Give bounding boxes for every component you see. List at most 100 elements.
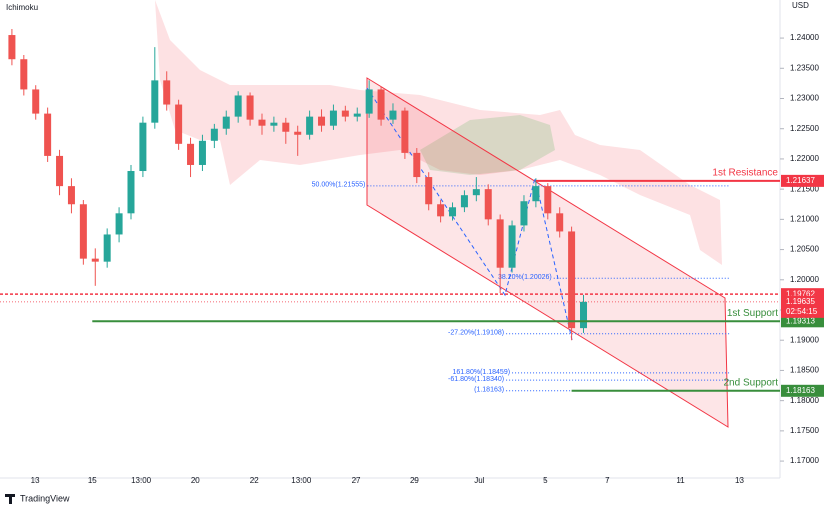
candle-body [556,213,564,232]
last-price-label: 1.19635 [786,297,815,306]
candle-body [365,89,373,114]
level-name: 1st Resistance [712,168,778,179]
candle-body [306,116,314,135]
prior-price-label: 1.19762 [786,289,815,298]
level-tag [781,315,824,328]
candle-body [449,207,457,217]
fib-label: 161.80%(1.18459) [452,369,510,376]
candle-body [472,189,480,196]
candle-body [437,204,445,217]
candle-body [413,152,421,178]
candle-body [246,95,254,120]
candle-body [8,35,16,60]
candle-body [568,231,576,329]
candle-body [67,186,75,205]
y-tick-label: 1.21500 [790,184,819,193]
candle-body [401,110,409,153]
candle-body [127,171,135,214]
candle-body [508,225,516,268]
fib-label: -27.20%(1.19108) [448,330,504,337]
y-tick-label: 1.17000 [790,456,819,465]
candle-body [544,186,552,214]
candle-body [187,143,195,165]
y-tick-label: 1.19000 [790,335,819,344]
candle-body [103,234,111,262]
level-name: 2nd Support [724,377,779,388]
fib-label: (1.18163) [474,387,504,394]
x-tick-label: Jul [474,476,484,485]
candle-body [258,119,266,126]
x-tick-label: 27 [352,476,361,485]
candle-body [32,89,40,114]
candle-body [496,219,504,268]
x-tick-label: 13:00 [131,476,152,485]
candle-body [329,110,337,126]
y-tick-label: 1.17500 [790,426,819,435]
level-tag-label: 1.21637 [786,176,815,185]
y-tick-label: 1.23500 [790,63,819,72]
indicator-label: Ichimoku [6,3,38,12]
candle-body [294,131,302,135]
candle-body [377,89,385,120]
candle-body [163,80,171,105]
candle-body [318,116,326,126]
level-tag [781,384,824,397]
candle-body [56,155,64,187]
y-tick-label: 1.18000 [790,396,819,405]
candle-body [520,201,528,226]
candle-body [139,122,147,172]
fib-label: 38.20%(1.20026) [498,274,552,281]
countdown: 02:54:15 [786,307,818,316]
level-tag-label: 1.18163 [786,386,815,395]
fib-label: 50.00%(1.21555) [312,182,366,189]
descending-channel [366,77,729,428]
y-tick-label: 1.23000 [790,94,819,103]
y-tick-label: 1.18500 [790,366,819,375]
x-tick-label: 29 [410,476,419,485]
candle-body [79,204,87,259]
level-name: 1st Support [727,308,778,319]
candle-body [389,110,397,120]
candle-body [20,59,28,90]
candle-body [175,104,183,144]
x-tick-label: 5 [543,476,548,485]
candle-body [532,186,540,202]
currency-label: USD [792,1,809,10]
candle-body [234,95,242,117]
brand: TradingView [20,493,70,503]
ichimoku-cloud [155,0,722,265]
y-tick-label: 1.20500 [790,245,819,254]
y-tick-label: 1.20000 [790,275,819,284]
level-tag [781,174,824,187]
candle-body [91,258,99,262]
zigzag [366,87,573,341]
candle-body [198,140,206,165]
candle-body [270,122,278,126]
y-tick-label: 1.24000 [790,33,819,42]
y-tick-label: 1.22000 [790,154,819,163]
candle-body [151,80,159,123]
candle-body [282,122,290,132]
candle-body [210,128,218,141]
last-price-tag [781,295,824,318]
fib-label: -61.80%(1.18340) [448,376,504,383]
candle-body [425,177,433,205]
x-tick-label: 13 [31,476,40,485]
y-tick-label: 1.21000 [790,214,819,223]
x-tick-label: 20 [191,476,200,485]
candle-body [222,116,230,129]
y-tick-label: 1.22500 [790,124,819,133]
x-tick-label: 15 [88,476,97,485]
brand-logo [5,494,15,504]
candle-body [484,189,492,220]
x-tick-label: 7 [605,476,610,485]
ichimoku-cloud-green [420,115,555,175]
x-tick-label: 11 [676,476,685,485]
candle-body [580,301,588,329]
candle-body [353,113,361,117]
candle-body [44,113,52,156]
x-tick-label: 22 [250,476,259,485]
candle-body [341,110,349,117]
